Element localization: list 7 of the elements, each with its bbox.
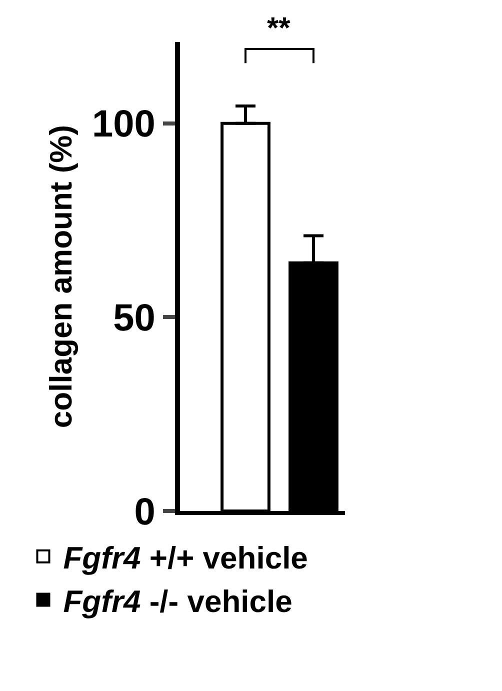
y-tick-label: 0: [134, 491, 156, 534]
y-tick-label: 50: [113, 298, 156, 340]
annotation: **: [267, 12, 291, 45]
y-tick-label: 100: [92, 104, 156, 146]
legend-label: Fgfr4 -/- vehicle: [63, 584, 292, 619]
y-axis-title: collagen amount (%): [44, 124, 79, 428]
legend-label: Fgfr4 +/+ vehicle: [63, 540, 308, 576]
